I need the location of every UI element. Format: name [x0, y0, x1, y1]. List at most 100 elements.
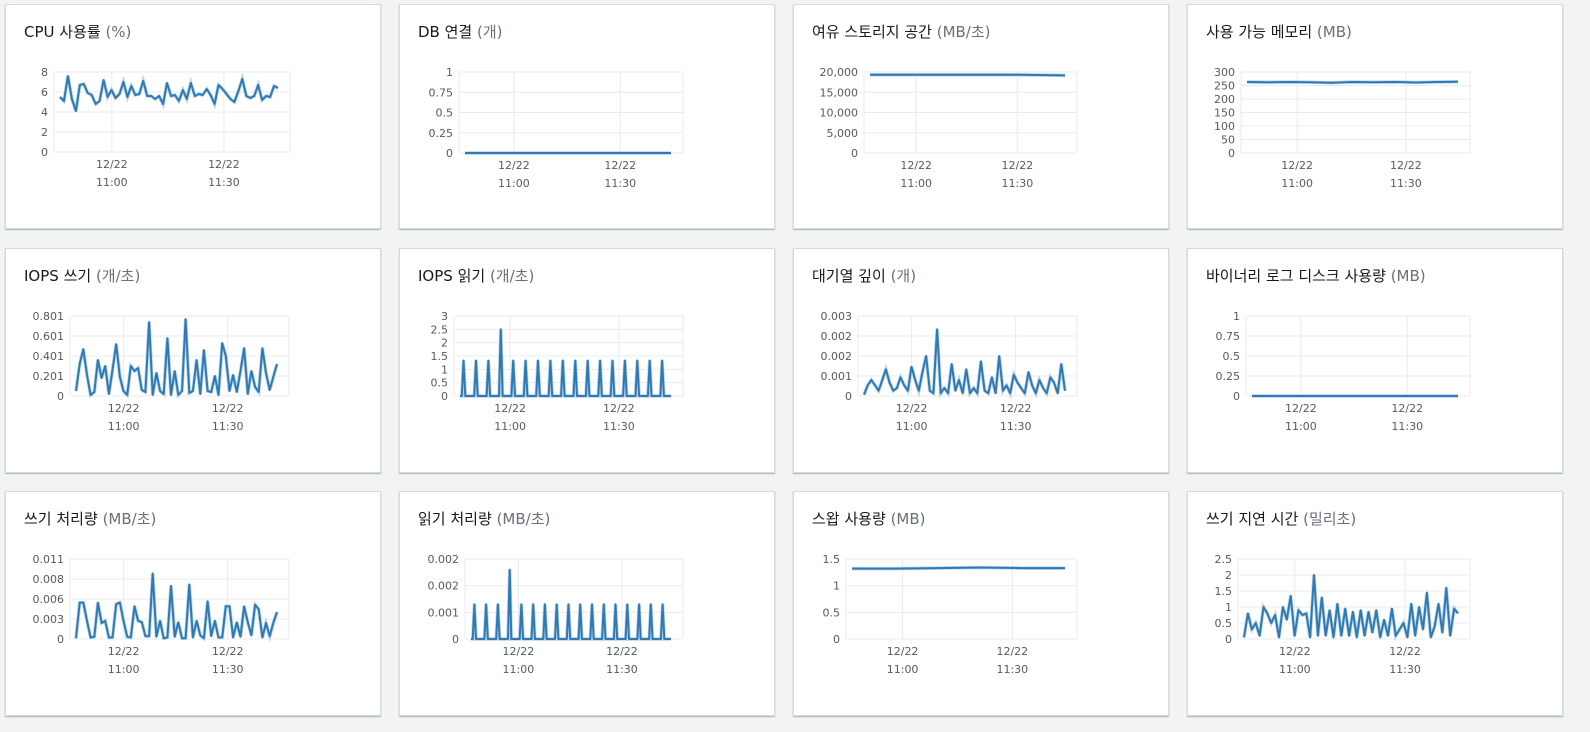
y-tick-label: 0.5: [436, 107, 454, 120]
x-tick-label-date: 12/22: [1389, 645, 1421, 658]
y-tick-label: 0: [57, 390, 64, 403]
y-tick-label: 1: [833, 580, 840, 593]
metric-card-read-iops[interactable]: IOPS 읽기 (개/초) 3 2.5 2 1.5 1 0.5 0 12/22 11:00 12/…: [399, 248, 775, 473]
x-tick-label-date: 12/22: [1281, 159, 1313, 172]
series-line: [471, 568, 671, 640]
metric-unit: (MB): [1390, 267, 1426, 285]
y-tick-label: 0.801: [33, 310, 65, 323]
metric-card-queue-depth[interactable]: 대기열 깊이 (개) 0.003 0.002 0.002 0.001 0 12/22 11:…: [793, 248, 1169, 473]
metric-chart[interactable]: 1 0.75 0.5 0.25 0 12/22 11:00 12/22 11:30: [1188, 249, 1564, 474]
metric-card-freeable-memory[interactable]: 사용 가능 메모리 (MB) 300 250 200 150 100 50 0 12/22 11…: [1187, 4, 1563, 229]
series-line: [852, 566, 1065, 570]
y-tick-label: 1.5: [823, 553, 841, 566]
x-tick-label-date: 12/22: [996, 645, 1028, 658]
y-tick-label: 0.003: [821, 310, 853, 323]
x-tick-label-time: 11:30: [996, 663, 1028, 676]
metric-card-db-connections[interactable]: DB 연결 (개) 1 0.75 0.5 0.25 0 12/22 11:00 12/22 11…: [399, 4, 775, 229]
metric-card-free-storage[interactable]: 여유 스토리지 공간 (MB/초) 20,000 15,000 10,000 5,00…: [793, 4, 1169, 229]
y-tick-label: 0: [845, 390, 852, 403]
x-tick-label-time: 11:00: [498, 177, 530, 190]
y-tick-label: 0: [446, 147, 453, 160]
metric-card-read-throughput[interactable]: 읽기 처리량 (MB/초) 0.002 0.002 0.001 0 12/22 11:00…: [399, 491, 775, 716]
x-tick-label-date: 12/22: [212, 645, 244, 658]
metric-chart[interactable]: 0.011 0.008 0.006 0.003 0 12/22 11:00 12/22 11:3…: [6, 492, 382, 717]
metric-unit: (MB/초): [102, 510, 157, 528]
metric-card-binlog-disk-usage[interactable]: 바이너리 로그 디스크 사용량 (MB) 1 0.75 0.5 0.25 0 12/22 1…: [1187, 248, 1563, 473]
metric-title-text: 사용 가능 메모리: [1206, 23, 1313, 41]
metric-card-write-iops[interactable]: IOPS 쓰기 (개/초) 0.801 0.601 0.401 0.201 0 12/22…: [5, 248, 381, 473]
metric-title: CPU 사용률 (%): [24, 21, 131, 42]
y-tick-label: 1.5: [431, 350, 449, 363]
metric-unit: (%): [105, 23, 132, 41]
x-tick-label-time: 11:00: [1279, 663, 1311, 676]
metric-title-text: 대기열 깊이: [812, 267, 886, 285]
y-tick-label: 2.5: [431, 323, 449, 336]
metric-card-write-throughput[interactable]: 쓰기 처리량 (MB/초) 0.011 0.008 0.006 0.003 0 12/22…: [5, 491, 381, 716]
metric-title-text: IOPS 쓰기: [24, 267, 92, 285]
y-tick-label: 0: [452, 633, 459, 646]
y-tick-label: 2: [1225, 569, 1232, 582]
metric-chart[interactable]: 0.002 0.002 0.001 0 12/22 11:00 12/22 11:30: [400, 492, 776, 717]
y-tick-label: 8: [41, 66, 48, 79]
metric-chart[interactable]: 0.003 0.002 0.002 0.001 0 12/22 11:00 12/22 11:3…: [794, 249, 1170, 474]
x-tick-label-date: 12/22: [1002, 159, 1034, 172]
metric-card-cpu[interactable]: CPU 사용률 (%) 8 6 4 2 0 12/22 11:00 12/22 11:30: [5, 4, 381, 229]
y-tick-label: 0.002: [428, 553, 460, 566]
x-tick-label-date: 12/22: [208, 158, 240, 171]
metric-unit: (MB/초): [496, 510, 551, 528]
x-tick-label-date: 12/22: [96, 158, 128, 171]
x-tick-label-time: 11:00: [494, 420, 526, 433]
metric-chart[interactable]: 32.521.510.50 12/22 11:00 12/22 11:30: [400, 249, 776, 474]
y-tick-label: 50: [1221, 134, 1235, 147]
y-tick-label: 0.75: [429, 86, 454, 99]
x-tick-label-date: 12/22: [606, 645, 638, 658]
metric-title: 여유 스토리지 공간 (MB/초): [812, 21, 991, 42]
y-tick-label: 0: [441, 390, 448, 403]
metric-unit: (MB/초): [936, 23, 991, 41]
metric-title-text: 여유 스토리지 공간: [812, 23, 932, 41]
metric-chart[interactable]: 1.5 1 0.5 0 12/22 11:00 12/22 11:30: [794, 492, 1170, 717]
metric-card-write-latency[interactable]: 쓰기 지연 시간 (밀리초) 2.5 2 1.5 1 0.5 0 12/22 11:00 12/…: [1187, 491, 1563, 716]
metric-title-text: DB 연결: [418, 23, 473, 41]
x-tick-label-date: 12/22: [108, 402, 140, 415]
x-tick-label-date: 12/22: [604, 159, 636, 172]
y-tick-label: 100: [1214, 120, 1235, 133]
metric-title: 사용 가능 메모리 (MB): [1206, 21, 1352, 42]
metric-unit: (MB): [1316, 23, 1352, 41]
x-tick-label-time: 11:30: [603, 420, 635, 433]
metric-chart[interactable]: 8 6 4 2 0 12/22 11:00 12/22 11:30: [6, 5, 382, 230]
metric-unit: (개): [477, 23, 503, 41]
y-tick-label: 250: [1214, 80, 1235, 93]
x-tick-label-date: 12/22: [498, 159, 530, 172]
y-tick-label: 0.001: [821, 370, 853, 383]
x-tick-label-date: 12/22: [212, 402, 244, 415]
x-tick-label-time: 11:30: [208, 176, 240, 189]
y-tick-label: 300: [1214, 66, 1235, 79]
y-tick-label: 3: [441, 310, 448, 323]
metric-chart[interactable]: 1 0.75 0.5 0.25 0 12/22 11:00 12/22 11:30: [400, 5, 776, 230]
y-tick-label: 15,000: [820, 86, 859, 99]
metric-title: 스왑 사용량 (MB): [812, 508, 926, 529]
metric-title: 대기열 깊이 (개): [812, 265, 916, 286]
metric-card-swap-usage[interactable]: 스왑 사용량 (MB) 1.5 1 0.5 0 12/22 11:00 12/22 11:30: [793, 491, 1169, 716]
x-tick-label-date: 12/22: [108, 645, 140, 658]
x-tick-label-time: 11:00: [900, 177, 932, 190]
series-line: [870, 73, 1066, 77]
series-line: [863, 328, 1066, 396]
metric-title-text: 읽기 처리량: [418, 510, 492, 528]
metric-title-text: CPU 사용률: [24, 23, 101, 41]
metric-title: 읽기 처리량 (MB/초): [418, 508, 550, 529]
metric-chart[interactable]: 2.5 2 1.5 1 0.5 0 12/22 11:00 12/22 11:30: [1188, 492, 1564, 717]
metric-chart[interactable]: 20,000 15,000 10,000 5,000 0 12/22 11:00 12/22 1…: [794, 5, 1170, 230]
metric-unit: (밀리초): [1303, 510, 1357, 528]
y-tick-label: 0.5: [1215, 617, 1233, 630]
metric-title-text: 쓰기 지연 시간: [1206, 510, 1299, 528]
x-tick-label-time: 11:30: [1002, 177, 1034, 190]
x-tick-label-date: 12/22: [1285, 402, 1317, 415]
y-tick-label: 0.002: [821, 350, 853, 363]
y-tick-label: 0: [1225, 633, 1232, 646]
x-tick-label-time: 11:30: [212, 663, 244, 676]
metric-chart[interactable]: 0.801 0.601 0.401 0.201 0 12/22 11:00 12/22 11:3…: [6, 249, 382, 474]
x-tick-label-date: 12/22: [887, 645, 919, 658]
